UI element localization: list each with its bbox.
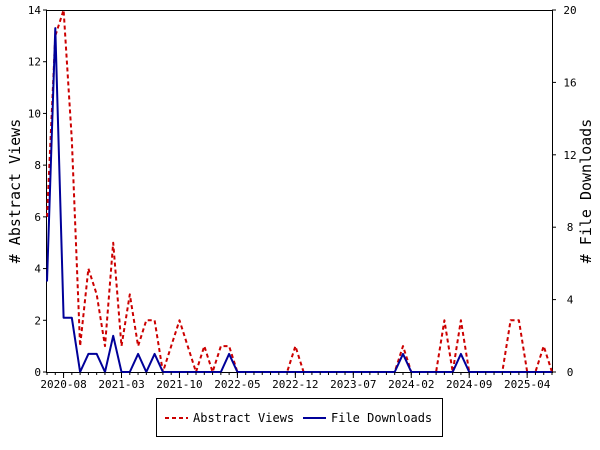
left-axis-ticks: 0 2 4 6 8 10 12 14: [28, 4, 47, 379]
x-tick-label: 2025-04: [504, 378, 551, 391]
y-tick-label: 8: [34, 159, 41, 172]
series-layer: [46, 9, 553, 373]
y2-axis-title: # File Downloads: [577, 119, 595, 264]
x-tick-label: 2024-09: [446, 378, 492, 391]
x-axis-ticks: 2020-08 2021-03 2021-10 2022-05 2022-12 2023-…: [40, 372, 553, 391]
y2-tick-label: 20: [563, 4, 576, 17]
y2-tick-label: 16: [563, 76, 576, 89]
y2-tick-label: 0: [567, 366, 574, 379]
right-axis-ticks: 0 4 8 12 16 20: [552, 4, 577, 379]
legend-label-file-downloads: File Downloads: [331, 411, 432, 425]
y-axis-title: # Abstract Views: [6, 119, 24, 264]
y-tick-label: 14: [28, 4, 42, 17]
series-line-file-downloads: [46, 27, 552, 373]
y2-tick-label: 4: [567, 294, 574, 307]
legend-box: [156, 398, 443, 437]
y-tick-label: 10: [28, 107, 41, 120]
y-tick-label: 2: [34, 314, 41, 327]
legend-label-abstract-views: Abstract Views: [193, 411, 294, 425]
x-tick-label: 2023-07: [330, 378, 376, 391]
y2-tick-label: 8: [567, 221, 574, 234]
y-tick-label: 4: [34, 263, 41, 276]
x-tick-label: 2022-05: [214, 378, 260, 391]
y-tick-label: 6: [34, 211, 41, 224]
plot-frame: [46, 10, 553, 373]
x-tick-label: 2020-08: [40, 378, 86, 391]
x-tick-label: 2022-12: [272, 378, 318, 391]
legend: Abstract Views File Downloads: [156, 398, 443, 437]
x-tick-label: 2021-10: [156, 378, 202, 391]
series-line-abstract-views: [46, 9, 553, 373]
y-tick-label: 0: [34, 366, 41, 379]
y2-tick-label: 12: [563, 149, 576, 162]
x-tick-label: 2024-02: [388, 378, 434, 391]
x-tick-label: 2021-03: [98, 378, 144, 391]
y-tick-label: 12: [28, 56, 41, 69]
